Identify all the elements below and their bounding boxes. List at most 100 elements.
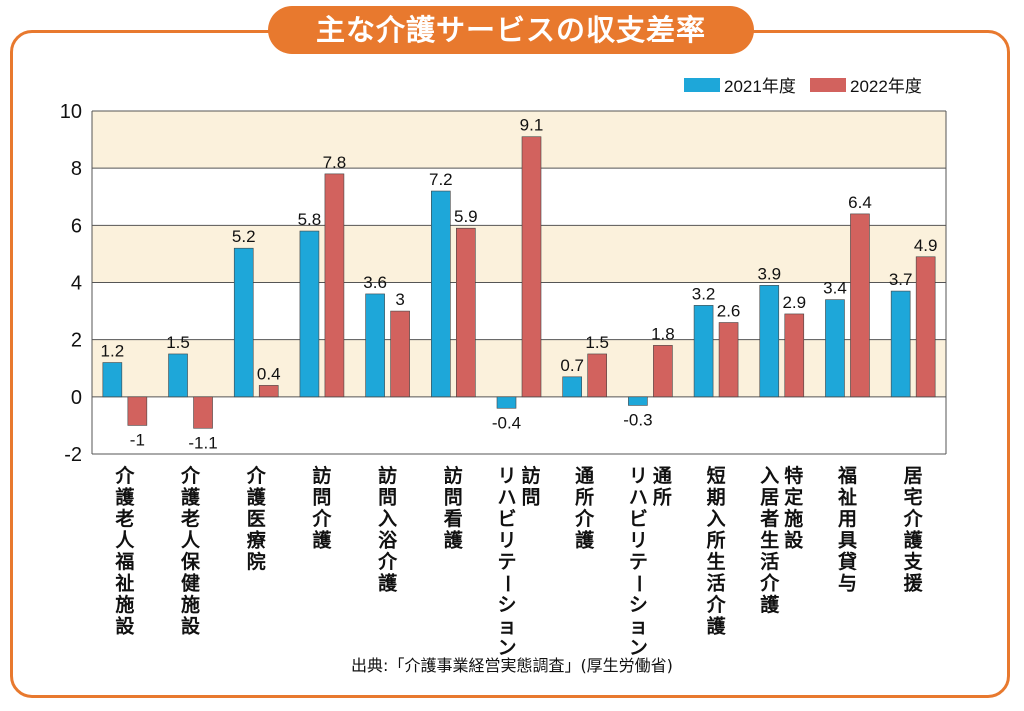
category-char: 護 xyxy=(760,593,780,616)
bar-2021 xyxy=(102,362,123,398)
category-char: 与 xyxy=(838,573,857,595)
category-char: 老 xyxy=(115,507,134,530)
y-tick-label: -2 xyxy=(64,444,82,466)
category-char: 訪 xyxy=(444,464,463,487)
value-label: -0.3 xyxy=(623,410,652,429)
category-char: 介 xyxy=(574,507,595,530)
value-label: 6.4 xyxy=(848,193,872,212)
category-char: 介 xyxy=(759,572,780,595)
y-tick-label: 2 xyxy=(71,330,82,352)
bar-2022 xyxy=(850,213,870,398)
category-char: 訪 xyxy=(378,464,397,487)
category-char: 施 xyxy=(784,507,803,530)
bar-2021 xyxy=(496,396,517,409)
category-labels: 介護老人福祉施設介護老人保健施設介護医療院訪問介護訪問入浴介護訪問看護訪問リハビ… xyxy=(114,464,923,659)
y-axis-ticks: -2 0 2 4 6 8 10 xyxy=(60,101,82,466)
y-tick-label: 10 xyxy=(60,101,82,123)
category-char: 活 xyxy=(760,550,779,573)
category-char: 健 xyxy=(181,572,200,595)
value-label: 3.2 xyxy=(692,284,716,303)
chart-title: 主な介護サービスの収支差率 xyxy=(268,6,754,54)
category-char: 援 xyxy=(904,572,924,595)
value-label: 3.4 xyxy=(823,279,847,298)
bar-2021 xyxy=(890,290,911,398)
category-char: 問 xyxy=(444,487,463,509)
category-char: テ xyxy=(629,552,648,573)
value-label: 0.4 xyxy=(257,364,281,383)
category-char: 具 xyxy=(838,530,857,552)
category-char: 護 xyxy=(312,529,332,552)
category-char: 宅 xyxy=(904,486,923,509)
value-label: 2.6 xyxy=(717,302,741,321)
bar-2021 xyxy=(759,285,780,398)
category-char: ビ xyxy=(497,508,516,530)
band xyxy=(92,282,946,340)
value-label: 1.5 xyxy=(166,333,190,352)
category-char: 特 xyxy=(784,465,803,487)
legend-swatch xyxy=(684,78,720,92)
legend-swatch xyxy=(810,78,846,92)
bar-2022 xyxy=(258,385,279,398)
category-char: テ xyxy=(497,552,516,573)
category-char: リ xyxy=(629,466,648,487)
value-label: 5.8 xyxy=(298,210,322,229)
category-char: 貸 xyxy=(837,550,857,573)
category-char: 介 xyxy=(311,507,332,530)
category-char: 生 xyxy=(707,550,726,573)
category-char: ハ xyxy=(497,488,516,509)
bars xyxy=(102,136,936,429)
category-char: 生 xyxy=(760,529,779,552)
category-char: 医 xyxy=(247,509,266,530)
category-char: 福 xyxy=(837,464,857,487)
category-char: 介 xyxy=(377,550,398,573)
bar-2022 xyxy=(718,322,739,398)
value-label: -1.1 xyxy=(188,433,217,452)
bar-2021 xyxy=(365,293,385,398)
category-char: 介 xyxy=(114,464,135,487)
category-char: 通 xyxy=(575,465,595,487)
value-label: -0.4 xyxy=(492,413,521,432)
y-tick-label: 6 xyxy=(71,215,82,237)
bar-2021 xyxy=(299,230,320,398)
category-char: 護 xyxy=(181,486,201,509)
category-char: 介 xyxy=(903,507,924,530)
category-char: ー xyxy=(496,574,517,593)
source-note: 出典:「介護事業経営実態調査」(厚生労働省) xyxy=(351,656,673,675)
category-char: 人 xyxy=(115,530,135,552)
legend-label: 2022年度 xyxy=(850,77,922,96)
category-char: 活 xyxy=(707,572,726,595)
category-char: 短 xyxy=(707,464,726,487)
bar-2021 xyxy=(628,396,648,406)
value-label: 5.2 xyxy=(232,227,256,246)
legend-label: 2021年度 xyxy=(724,77,796,96)
bar-2021 xyxy=(825,299,845,398)
category-char: 護 xyxy=(575,529,595,552)
value-label: 3.7 xyxy=(889,270,913,289)
category-char: ハ xyxy=(629,488,648,509)
category-char: 訪 xyxy=(521,464,540,487)
category-char: 護 xyxy=(115,486,135,509)
legend: 2021年度 2022年度 xyxy=(684,77,922,96)
bar-2022 xyxy=(653,345,673,398)
category-char: 護 xyxy=(707,615,727,638)
category-char: 所 xyxy=(707,530,726,552)
category-char: 介 xyxy=(246,464,267,487)
value-label: 1.2 xyxy=(101,342,125,361)
category-char: 院 xyxy=(247,550,266,573)
bar-2022 xyxy=(127,396,148,426)
category-char: 所 xyxy=(575,487,594,509)
bar-2022 xyxy=(587,353,607,398)
category-char: ン xyxy=(629,638,648,659)
value-label: 5.9 xyxy=(454,207,478,226)
band xyxy=(92,225,946,283)
category-char: ョ xyxy=(629,617,648,638)
